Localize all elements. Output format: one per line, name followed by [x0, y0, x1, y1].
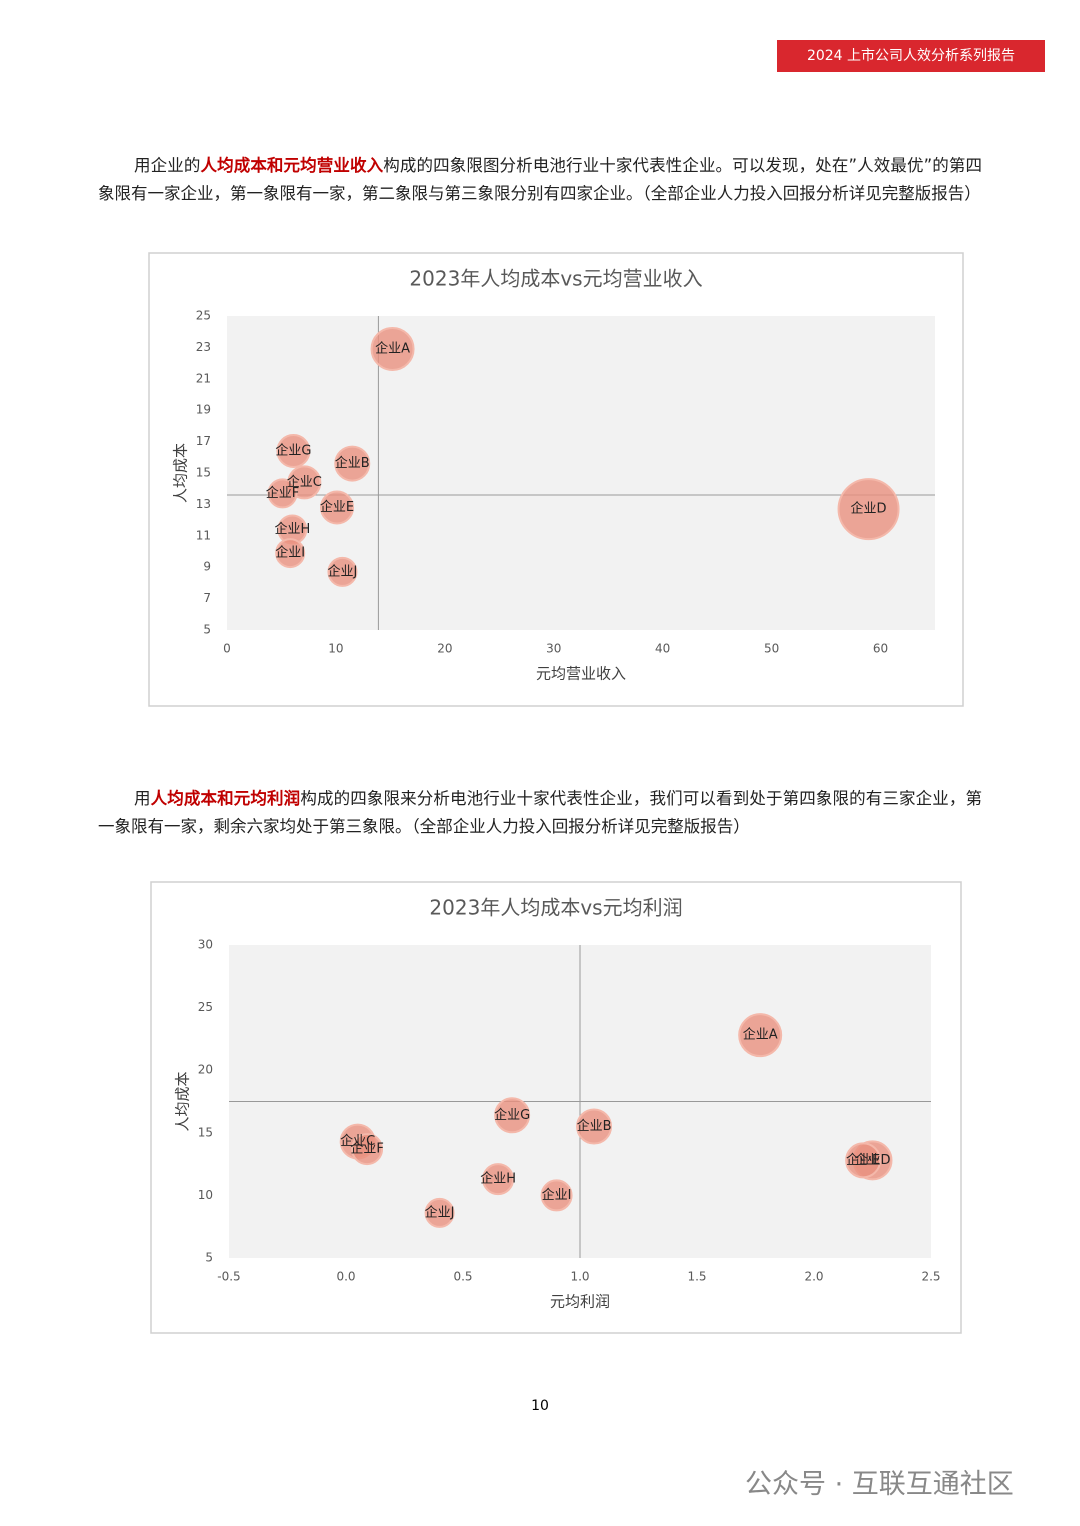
bubble-label: 企业D [854, 1152, 890, 1168]
bubble-label: 企业F [350, 1141, 383, 1157]
bubble-label: 企业A [375, 340, 410, 356]
bubble [576, 1108, 613, 1145]
y-tick-label: 9 [203, 560, 211, 574]
bubble-label: 企业E [320, 499, 354, 515]
x-tick-label: 0 [223, 642, 231, 656]
bubble [482, 1163, 515, 1196]
y-tick-label: 10 [198, 1188, 213, 1202]
watermark: 公众号 · 互联互通社区 [745, 1469, 1014, 1500]
bubble-label: 企业B [577, 1118, 612, 1134]
highlight: 人均成本和元均营业收入 [200, 156, 384, 175]
y-tick-label: 15 [198, 1125, 213, 1139]
bubble [276, 434, 311, 469]
y-tick-label: 11 [196, 528, 211, 542]
bubble [370, 326, 415, 371]
text: 构成的四象限图分析电池行业十家代表性企业。可以发现，处在”人效最优”的第四象限有… [98, 156, 983, 203]
x-tick-label: 50 [764, 642, 779, 656]
chart-title: 2023年人均成本vs元均营业收入 [409, 267, 702, 291]
text: 用 [134, 789, 151, 808]
bubble-label: 企业C [340, 1133, 375, 1149]
bubble [837, 478, 900, 541]
bubble [494, 1097, 531, 1134]
paragraph: 用人均成本和元均利润构成的四象限来分析电池行业十家代表性企业，我们可以看到处于第… [98, 785, 982, 841]
text: 用企业的 [134, 156, 201, 175]
y-tick-label: 5 [205, 1251, 213, 1265]
y-tick-label: 15 [196, 466, 211, 480]
x-tick-label: 0.0 [336, 1270, 355, 1284]
bubble-label: 企业I [275, 545, 305, 561]
paragraph: 用企业的人均成本和元均营业收入构成的四象限图分析电池行业十家代表性企业。可以发现… [98, 152, 982, 208]
bubble-label: 企业I [542, 1187, 572, 1203]
y-tick-label: 25 [198, 1000, 213, 1014]
bubble [320, 490, 355, 525]
bubble-label: 企业H [480, 1171, 516, 1187]
x-tick-label: 20 [437, 642, 452, 656]
x-tick-label: -0.5 [217, 1270, 240, 1284]
bubble-label: 企业J [328, 563, 358, 579]
y-tick-label: 21 [196, 371, 211, 385]
y-tick-label: 17 [196, 434, 211, 448]
bubble-label: 企业A [743, 1027, 778, 1043]
y-tick-label: 13 [196, 497, 211, 511]
x-tick-label: 1.5 [687, 1270, 706, 1284]
bubble-label: 企业D [851, 501, 887, 517]
x-tick-label: 30 [546, 642, 561, 656]
y-tick-label: 30 [198, 938, 213, 952]
bubble [334, 445, 371, 482]
bubble-label: 企业B [335, 455, 370, 471]
bubble-label: 企业E [846, 1152, 880, 1168]
bubble [540, 1179, 573, 1212]
text: 构成的四象限来分析电池行业十家代表性企业，我们可以看到处于第四象限的有三家企业，… [98, 789, 983, 836]
bubble [327, 556, 358, 587]
x-tick-label: 2.5 [921, 1270, 940, 1284]
x-tick-label: 0.5 [453, 1270, 472, 1284]
bubble-label: 企业G [494, 1107, 530, 1123]
x-tick-label: 10 [328, 642, 343, 656]
bubble [738, 1013, 783, 1058]
x-tick-label: 40 [655, 642, 670, 656]
bubble-label: 企业H [274, 521, 310, 537]
y-tick-label: 7 [203, 591, 211, 605]
bubble [424, 1197, 455, 1228]
highlight: 人均成本和元均利润 [150, 789, 301, 808]
x-tick-label: 1.0 [570, 1270, 589, 1284]
bubble-label: 企业J [425, 1204, 455, 1220]
y-tick-label: 23 [196, 340, 211, 354]
y-axis-title: 人均成本 [172, 443, 190, 503]
y-tick-label: 25 [196, 309, 211, 323]
x-axis-title: 元均利润 [550, 1293, 610, 1311]
bubble-label: 企业C [287, 474, 322, 490]
bubble-label: 企业G [275, 443, 311, 459]
y-tick-label: 20 [198, 1063, 213, 1077]
bubble [845, 1142, 882, 1179]
y-tick-label: 5 [203, 623, 211, 637]
x-tick-label: 2.0 [804, 1270, 823, 1284]
bubble-label: 企业F [266, 485, 299, 501]
x-tick-label: 60 [873, 642, 888, 656]
chart-title: 2023年人均成本vs元均利润 [429, 896, 682, 920]
y-tick-label: 19 [196, 403, 211, 417]
bubble [267, 478, 298, 509]
bubble [351, 1133, 384, 1166]
x-axis-title: 元均营业收入 [536, 665, 626, 683]
header-title: 2024 上市公司人效分析系列报告 [777, 40, 1045, 72]
bubble [275, 538, 306, 569]
y-axis-title: 人均成本 [174, 1071, 192, 1131]
page-number: 10 [531, 1398, 549, 1414]
